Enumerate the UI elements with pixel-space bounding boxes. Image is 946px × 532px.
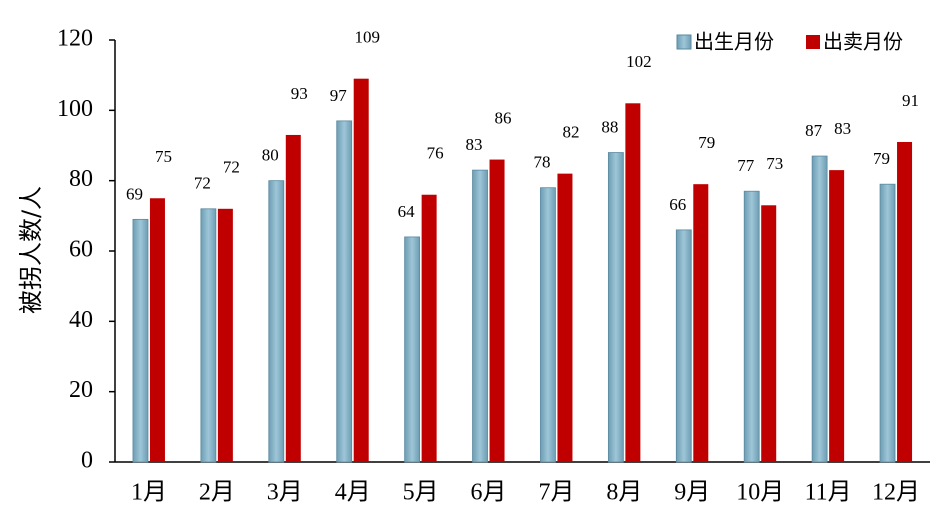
bar [489,159,505,463]
bar [557,173,573,462]
data-label: 73 [766,154,783,173]
bar [761,205,777,463]
data-label: 93 [291,84,308,103]
data-label: 69 [126,184,143,203]
x-tick-label: 7月 [538,480,574,506]
bar [336,120,353,463]
data-label: 79 [873,149,890,168]
data-label: 97 [330,86,348,105]
bar [421,194,437,462]
x-tick-label: 9月 [674,480,710,506]
bar [540,187,556,463]
x-tick-label: 8月 [606,480,642,506]
data-label: 78 [533,153,550,172]
data-label: 79 [698,133,715,152]
data-label: 91 [902,91,919,110]
bar [268,180,285,463]
data-label: 86 [495,108,512,127]
bar [811,155,828,463]
legend-swatch [806,35,820,49]
y-tick-label: 120 [57,26,93,52]
y-tick-label: 100 [57,96,93,122]
y-tick-label: 20 [69,377,93,403]
bar [353,78,369,462]
bar [217,208,233,462]
y-tick-label: 80 [69,166,93,192]
x-tick-label: 2月 [199,480,235,506]
bar [675,229,692,463]
bar [404,236,421,463]
data-label: 77 [737,156,755,175]
x-tick-label: 6月 [471,480,507,506]
data-label: 88 [601,117,618,136]
bar [472,169,488,463]
bar [607,152,624,463]
x-tick-label: 12月 [872,480,920,506]
bar [200,208,217,463]
y-tick-label: 0 [81,448,93,474]
data-label: 72 [223,158,240,177]
x-tick-label: 1月 [131,480,167,506]
x-tick-label: 3月 [267,480,303,506]
data-label: 82 [562,123,579,142]
x-tick-label: 11月 [805,480,852,506]
bar [132,218,149,463]
y-axis-title: 被拐人数/人 [17,186,45,314]
data-label: 72 [194,174,211,193]
x-tick-label: 5月 [403,480,439,506]
data-label: 76 [427,144,444,163]
bar [897,141,913,462]
bar [149,198,165,462]
bar [285,134,301,462]
data-label: 75 [155,147,172,166]
y-tick-label: 60 [69,237,93,263]
legend-label: 出生月份 [694,30,774,54]
data-label: 80 [262,146,279,165]
data-label: 66 [669,195,686,214]
y-tick-label: 40 [69,307,93,333]
bar [693,184,709,462]
bar [879,183,896,463]
data-label: 83 [834,119,851,138]
bar [743,190,760,463]
data-label: 109 [354,28,380,47]
legend-swatch [676,34,692,50]
x-tick-label: 10月 [736,480,784,506]
bar [829,170,845,462]
data-label: 83 [466,135,483,154]
data-label: 87 [805,121,823,140]
data-label: 64 [398,202,416,221]
legend-label: 出卖月份 [823,30,903,54]
data-label: 102 [626,52,652,71]
bar [625,103,641,463]
x-tick-label: 4月 [335,480,371,506]
